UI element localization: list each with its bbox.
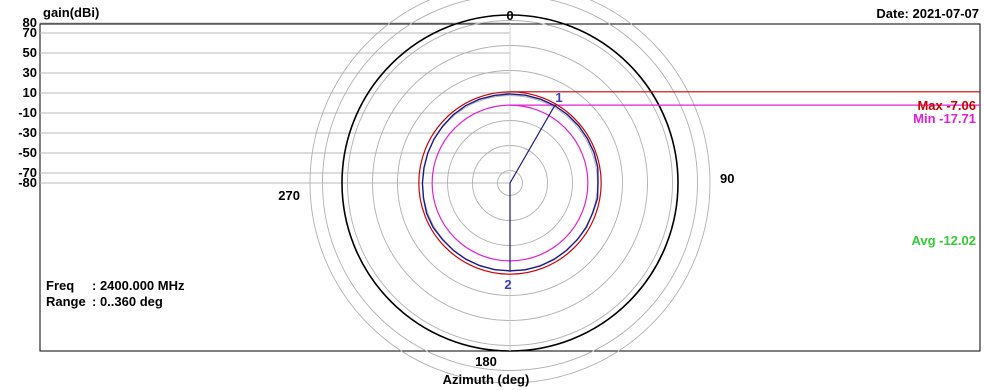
y-axis-label: gain(dBi) (43, 5, 99, 20)
gain-tick-label: 50 (23, 45, 37, 60)
freq-key: Freq (46, 278, 74, 293)
marker-label: 1 (555, 90, 562, 105)
min-label: Min -17.71 (913, 111, 976, 126)
gain-tick-label: 80 (23, 15, 37, 30)
gain-grid-lines (40, 22, 510, 184)
polar-ring (322, 0, 698, 371)
gain-tick-label: 10 (23, 85, 37, 100)
gain-tick-label: -80 (18, 175, 37, 190)
gain-tick-label: -30 (18, 125, 37, 140)
range-key: Range (46, 294, 86, 309)
x-axis-label: Azimuth (deg) (443, 372, 530, 387)
date-label: Date: 2021-07-07 (876, 6, 979, 21)
avg-label: Avg -12.02 (911, 233, 976, 248)
angle-label-270: 270 (278, 188, 300, 203)
range-value: : 0..360 deg (92, 294, 163, 309)
angle-label-180: 180 (475, 354, 497, 369)
gain-tick-label: -70 (18, 165, 37, 180)
marker-label: 2 (504, 277, 511, 292)
marker-line (509, 104, 556, 184)
freq-value: : 2400.000 MHz (92, 278, 185, 293)
angle-label-0: 0 (506, 8, 513, 23)
max-label: Max -7.06 (917, 98, 976, 113)
polar-ring (309, 0, 711, 384)
gain-tick-label: -10 (18, 105, 37, 120)
gain-tick-label: -50 (18, 145, 37, 160)
max-circle (418, 91, 602, 275)
gain-tick-label: 70 (23, 25, 37, 40)
markers: 12 (504, 90, 562, 292)
gain-tick-label: 30 (23, 65, 37, 80)
angle-label-90: 90 (720, 171, 734, 186)
